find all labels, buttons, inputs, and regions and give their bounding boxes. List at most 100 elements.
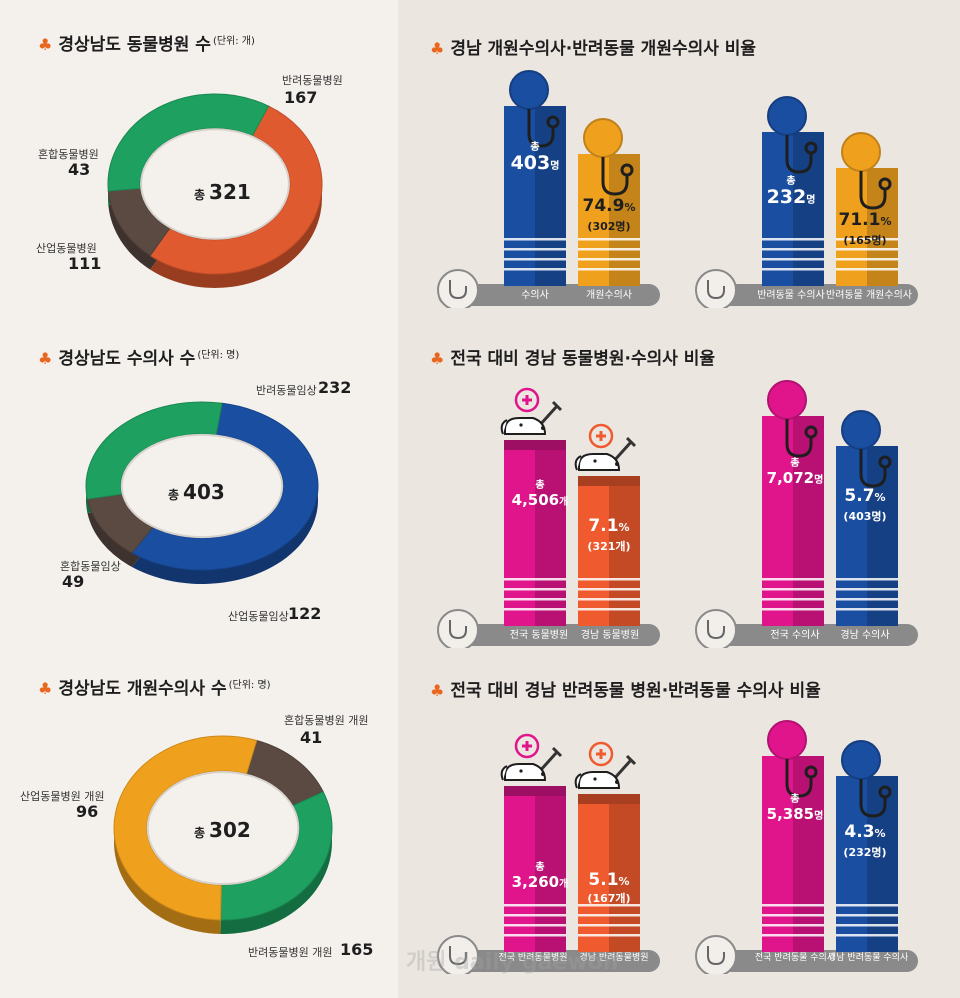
bar-b-pct-num: 5.1 [588,870,619,890]
label-companion-hospital: 반려동물병원 [282,74,343,87]
value-industrial-hospital: 111 [68,254,102,273]
bar-b-pct-sign: % [874,827,886,840]
donut-hole [147,771,299,885]
bar-b [578,154,640,286]
donut-chart-hospitals [107,93,323,288]
bar-a-total-num: 3,260 [511,873,560,891]
bar-a-total-unit: 명 [806,195,816,206]
bar-b-pct-num: 74.9 [582,196,625,216]
section-title-hospitals: ♣ 경상남도 동물병원 수 (단위: 개) [38,30,255,55]
total-value: 321 [209,180,251,204]
base-icon-badge [695,935,737,974]
dog-syringe-icon-b [574,423,637,471]
bar-a-total: 3,260개 [504,872,576,891]
label-mixed-open: 혼합동물병원 개원 [284,714,369,727]
stethoscope-icon-a [767,720,818,798]
bar-a [504,440,566,626]
bar-a-total-num: 7,072 [766,469,815,487]
label-industrial-clinical: 산업동물임상 [228,610,289,623]
label-companion-clinical: 반려동물임상 [256,384,317,397]
bar-b [578,476,640,626]
bar-b-pct: 5.1% [578,870,640,890]
bar-a-prefix: 총 [530,142,540,153]
base-icon-glyph [707,620,725,640]
caption-b: 경남 동물병원 [580,630,640,641]
bar-b [836,446,898,626]
bar-a-total-unit: 명 [814,811,824,822]
base-pill [438,624,660,646]
base-pill [696,624,918,646]
bar-b-pct-sign: % [618,521,630,534]
bar-panel-vets-national [695,380,918,648]
bar-a [762,756,824,952]
bar-panel-companion-vets [695,720,918,974]
donut-hole-rim [140,128,290,240]
donut-hole-rim [120,433,284,539]
caption-a: 전국 수의사 [770,630,820,641]
title-text: 경상남도 수의사 수 [58,349,196,369]
value-companion-clinical: 232 [318,378,352,397]
stethoscope-icon-b [583,118,634,196]
bar-a-total-unit: 명 [550,161,560,172]
label-industrial-open: 산업동물병원 개원 [20,790,105,803]
bar-a [504,786,566,952]
bar-a-total: 232명 [760,186,822,208]
title-text: 경상남도 개원수의사 수 [58,679,227,699]
caption-a: 전국 동물병원 [509,630,569,641]
bar-b-pct: 5.7% [834,486,896,506]
bar-b-sub: (232명) [843,846,887,859]
dog-syringe-icon-b [574,741,637,789]
value-industrial-open: 96 [76,802,99,821]
bar-a [504,106,566,286]
unit-text: (단위: 명) [197,350,240,361]
watermark-logo: 개원 daily gaewon [406,950,619,975]
caption-a: 수의사 [521,290,549,301]
base-icon-glyph [449,946,467,966]
caption-b: 경남 수의사 [840,630,890,641]
clover-icon: ♣ [38,679,53,698]
caption-b: 경남 반려동물 수의사 [828,953,909,963]
stethoscope-icon-b [841,740,892,818]
base-icon-badge [437,935,479,974]
section-title-national-ratio: ♣ 전국 대비 경남 동물병원·수의사 비율 [430,344,715,369]
total-open-vets: 총 302 [194,818,251,842]
label-industrial-hospital: 산업동물병원 [36,242,97,255]
base-icon-badge [437,269,479,308]
bar-b-sub: (302명) [587,220,631,233]
bar-b-pct-num: 5.7 [844,486,875,506]
total-vets: 총 403 [168,480,225,504]
bar-b-pct-num: 7.1 [588,516,619,536]
bar-b-pct: 4.3% [834,822,896,842]
total-prefix: 총 [194,188,206,202]
bar-a [762,416,824,626]
base-icon-glyph [707,280,725,300]
base-icon-badge [695,609,737,648]
donut-hole [121,434,283,538]
caption-b: 경남 반려동물병원 [579,953,649,963]
total-hospitals: 총 321 [194,180,251,204]
bar-panel-companion-open [695,96,918,308]
base-pill [438,284,660,306]
bar-a-total: 4,506개 [504,490,576,509]
value-mixed-open: 41 [300,728,323,747]
base-icon-glyph [449,280,467,300]
value-companion-hospital: 167 [284,88,318,107]
label-mixed-hospital: 혼합동물병원 [38,148,99,161]
bar-b-pct-num: 4.3 [844,822,875,842]
bar-b [578,794,640,952]
caption-b: 개원수의사 [586,290,632,301]
bar-a-total-num: 5,385 [766,805,815,823]
bar-a-total: 5,385명 [760,804,830,823]
bar-b [836,776,898,952]
clover-icon: ♣ [430,349,445,368]
value-industrial-clinical: 122 [288,604,322,623]
total-value: 403 [183,480,225,504]
base-icon-glyph [449,620,467,640]
section-title-companion-ratio: ♣ 전국 대비 경남 반려동물 병원·반려동물 수의사 비율 [430,676,821,701]
section-title-vets: ♣ 경상남도 수의사 수 (단위: 명) [38,344,239,369]
stethoscope-icon-b [841,132,892,210]
base-pill [438,950,660,972]
title-text: 경상남도 동물병원 수 [58,35,211,55]
unit-text: (단위: 명) [228,680,271,691]
donut-hole [141,129,289,239]
